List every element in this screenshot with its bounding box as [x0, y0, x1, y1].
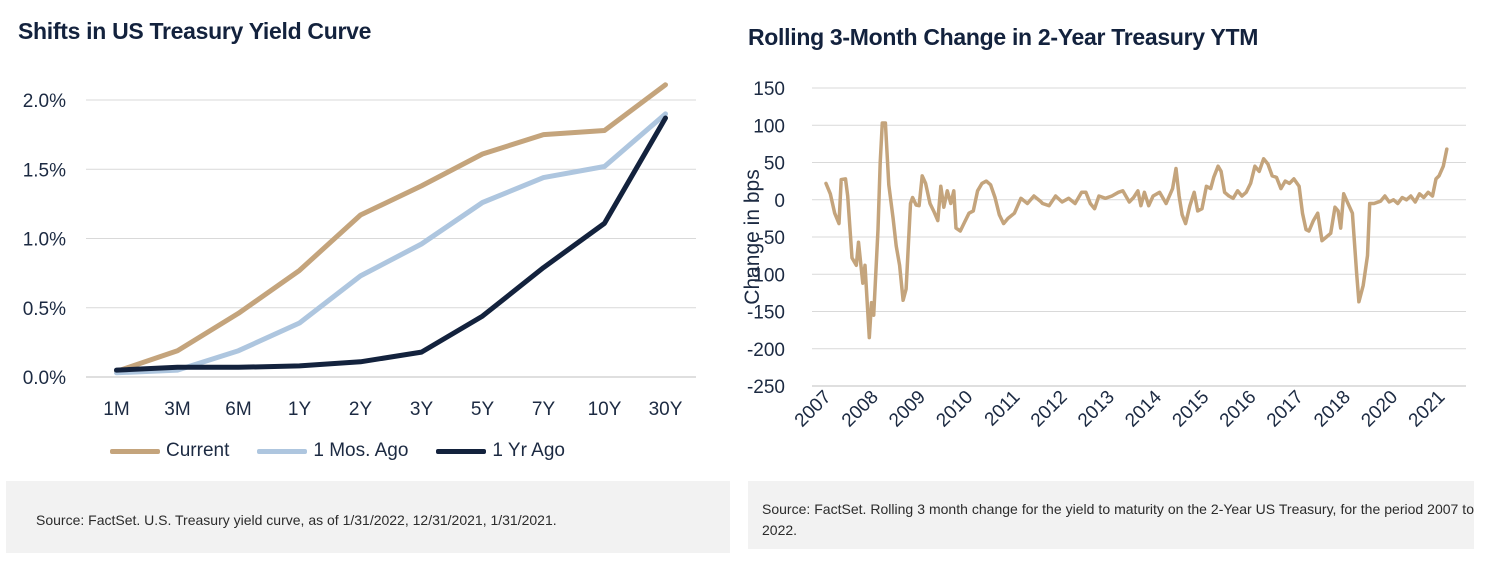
- legend-item-current: Current: [110, 440, 229, 462]
- y-tick-label: 2.0%: [23, 91, 66, 112]
- y-tick-label: -150: [747, 303, 785, 324]
- x-tick-label-6m: 6M: [225, 399, 251, 420]
- source-note-left: Source: FactSet. U.S. Treasury yield cur…: [6, 481, 730, 553]
- legend-label-current: Current: [166, 440, 230, 461]
- x-tick-label-2018: 2018: [1310, 387, 1355, 432]
- y-tick-label: 0: [774, 191, 785, 212]
- source-note-right: Source: FactSet. Rolling 3 month change …: [748, 481, 1474, 549]
- x-tick-label-3y: 3Y: [410, 399, 434, 420]
- x-tick-label-3m: 3M: [164, 399, 190, 420]
- right-chart-title: Rolling 3-Month Change in 2-Year Treasur…: [748, 24, 1259, 50]
- x-tick-label-2014: 2014: [1121, 386, 1166, 431]
- legend-label-1-mos-ago: 1 Mos. Ago: [313, 440, 409, 461]
- legend-swatch-current: [110, 448, 160, 454]
- y-tick-label: -200: [747, 340, 785, 361]
- y-tick-label: -50: [758, 228, 785, 249]
- x-tick-label-2012: 2012: [1027, 387, 1072, 432]
- y-tick-label: 0.5%: [23, 299, 66, 320]
- legend-item-1-yr-ago: 1 Yr Ago: [436, 440, 565, 462]
- x-tick-label-2y: 2Y: [349, 399, 373, 420]
- x-tick-label-2020: 2020: [1357, 387, 1402, 432]
- x-tick-label-2011: 2011: [981, 387, 1025, 431]
- y-tick-label: 50: [764, 154, 785, 175]
- x-tick-label-2009: 2009: [885, 387, 930, 432]
- x-tick-label-30y: 30Y: [649, 399, 683, 420]
- y-axis-label: Change in bps: [741, 169, 764, 304]
- x-tick-label-2015: 2015: [1169, 387, 1214, 432]
- y-tick-label: -250: [747, 377, 785, 398]
- yield-curve-legend: Current 1 Mos. Ago 1 Yr Ago: [110, 440, 593, 462]
- x-tick-label-2016: 2016: [1216, 387, 1261, 432]
- left-chart-title: Shifts in US Treasury Yield Curve: [18, 18, 372, 44]
- x-tick-label-2021: 2021: [1405, 387, 1450, 432]
- yield-curve-chart: 0.0% 0.5% 1.0% 1.5% 2.0% 1M 3M 6M 1Y 2Y 3Y 5Y 7Y 10Y 3…: [23, 82, 696, 420]
- series-line-current: [114, 82, 668, 374]
- series-line-1-mos-ago: [114, 111, 668, 376]
- x-tick-label-1y: 1Y: [288, 399, 312, 420]
- series-line-2y-change: [824, 121, 1449, 340]
- charts-canvas: 0.0% 0.5% 1.0% 1.5% 2.0% 1M 3M 6M 1Y 2Y 3Y 5Y 7Y 10Y 3…: [23, 79, 1466, 431]
- x-tick-label-10y: 10Y: [588, 399, 622, 420]
- x-tick-label-7y: 7Y: [532, 399, 556, 420]
- legend-swatch-1-yr-ago: [436, 448, 487, 454]
- x-tick-label-5y: 5Y: [471, 399, 495, 420]
- x-tick-label-2013: 2013: [1074, 387, 1119, 432]
- rolling-change-chart: 150 100 50 0 -50 -100 -150 -200 -250 Change in bp…: [741, 79, 1466, 431]
- x-tick-label-1m: 1M: [103, 399, 129, 420]
- legend-label-1-yr-ago: 1 Yr Ago: [492, 440, 565, 461]
- y-tick-label: 1.5%: [23, 160, 66, 181]
- x-tick-label-2017: 2017: [1263, 387, 1308, 432]
- y-tick-label: 100: [753, 116, 785, 137]
- legend-item-1-mos-ago: 1 Mos. Ago: [257, 440, 408, 462]
- y-tick-label: 150: [753, 79, 785, 100]
- x-tick-label-2007: 2007: [791, 387, 836, 432]
- y-tick-label: 0.0%: [23, 368, 66, 389]
- y-tick-label: -100: [747, 265, 785, 286]
- x-tick-label-2010: 2010: [932, 387, 977, 432]
- y-tick-label: 1.0%: [23, 230, 66, 251]
- x-tick-label-2008: 2008: [838, 387, 883, 432]
- series-line-1-yr-ago: [114, 115, 668, 373]
- legend-swatch-1-mos-ago: [257, 448, 308, 454]
